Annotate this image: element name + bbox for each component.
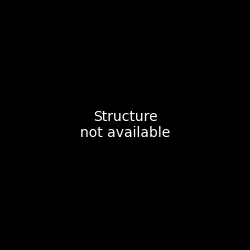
Text: Structure
not available: Structure not available <box>80 110 170 140</box>
